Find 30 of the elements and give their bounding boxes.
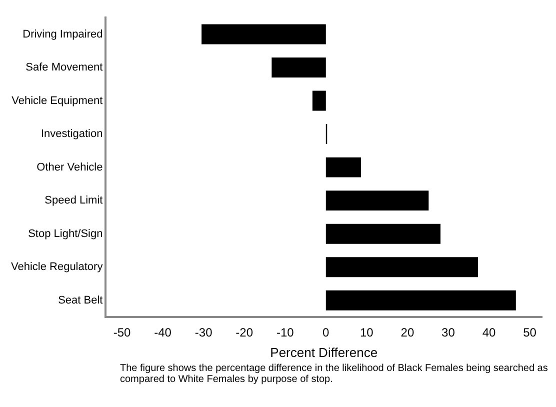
x-axis-title: Percent Difference (270, 344, 378, 360)
bar (326, 257, 478, 278)
y-tick-label: Speed Limit (44, 194, 103, 207)
x-tick-label: -50 (113, 326, 132, 340)
text: The figure shows the percentage difference in the likelihood of Black Females being searched as compared to White Females by purpose of stop. (120, 363, 548, 385)
x-tick-label: 40 (482, 326, 496, 340)
x-tick-label: 20 (400, 326, 414, 340)
x-tick-label: 10 (360, 326, 374, 340)
y-tick-label: Safe Movement (26, 62, 103, 74)
x-tick-label: -30 (194, 326, 213, 340)
bar (312, 90, 326, 111)
y-tick-label: Other Vehicle (36, 161, 103, 174)
x-tick-label: 50 (523, 326, 537, 340)
x-tick-label: -40 (154, 326, 172, 340)
x-tick-label: 30 (442, 326, 456, 340)
x-tick-label: 0 (322, 326, 330, 340)
y-tick-label: Vehicle Regulatory (10, 261, 104, 274)
y-tick-label: Seat Belt (58, 294, 103, 306)
y-tick-label: Driving Impaired (22, 28, 103, 40)
x-tick-label: -20 (236, 326, 254, 340)
y-tick-label: Investigation (40, 128, 103, 140)
y-tick-label: Stop Light/Sign (28, 228, 103, 240)
y-tick-label: Vehicle Equipment (12, 94, 103, 107)
bar (202, 24, 326, 44)
bar (326, 290, 516, 310)
bar (326, 190, 429, 211)
bar (326, 157, 361, 178)
x-tick-label: -10 (276, 326, 294, 340)
bar (326, 224, 440, 244)
bar (272, 58, 326, 78)
